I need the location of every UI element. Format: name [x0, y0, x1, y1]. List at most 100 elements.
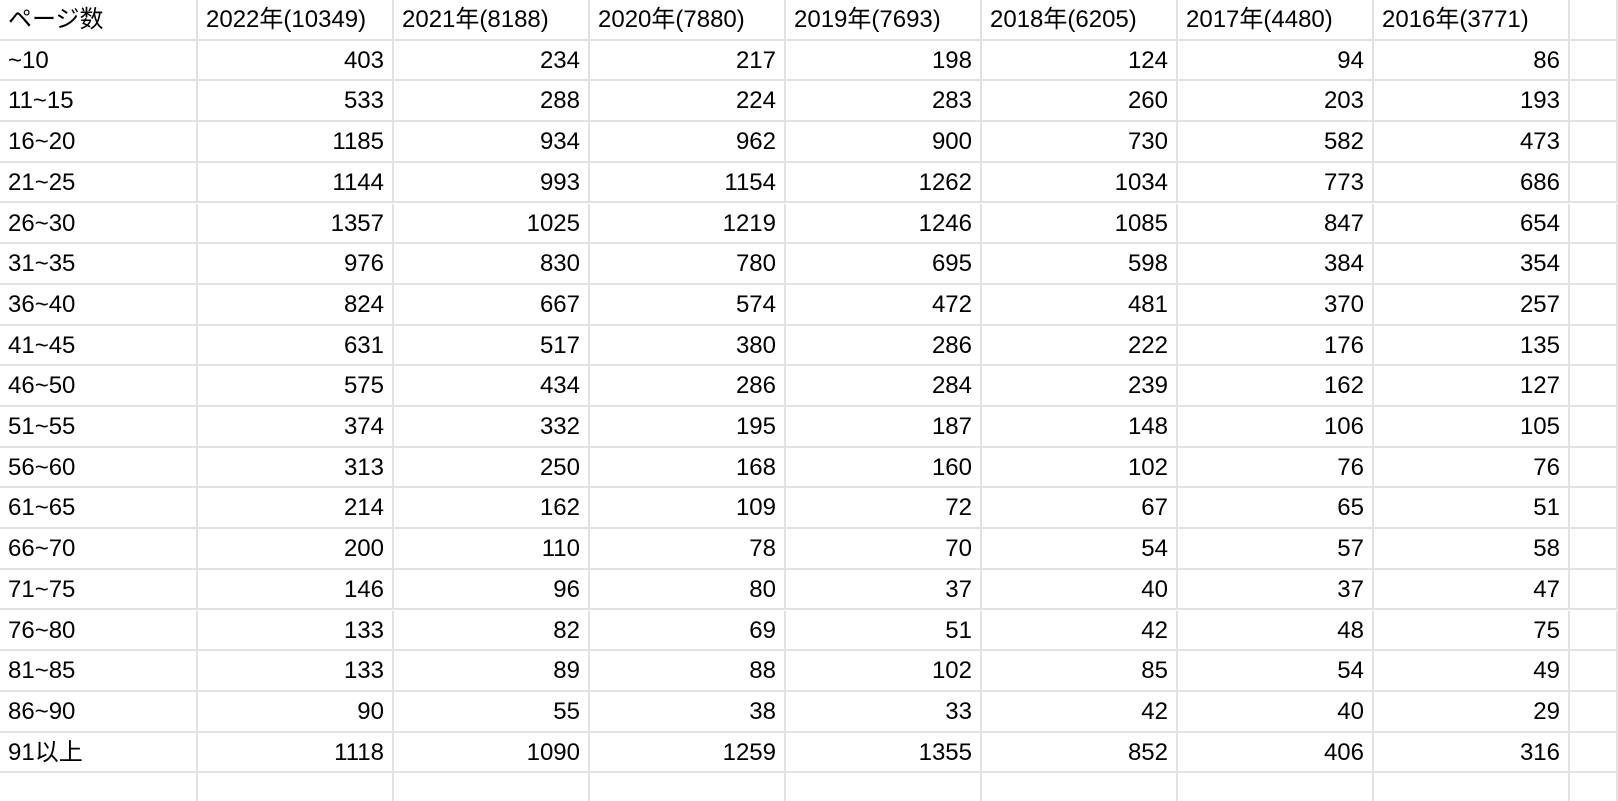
empty-cell[interactable] — [1374, 773, 1570, 801]
value-cell[interactable]: 65 — [1178, 488, 1374, 530]
value-cell[interactable]: 168 — [590, 447, 786, 489]
value-cell[interactable]: 51 — [1374, 488, 1570, 530]
header-cell[interactable]: ページ数 — [0, 0, 198, 41]
empty-cell[interactable] — [1570, 651, 1618, 692]
value-cell[interactable]: 72 — [786, 488, 982, 530]
row-label[interactable]: 71~75 — [0, 569, 198, 611]
value-cell[interactable]: 1154 — [590, 162, 786, 204]
row-label[interactable]: ~10 — [0, 40, 198, 82]
value-cell[interactable]: 257 — [1374, 284, 1570, 326]
value-cell[interactable]: 686 — [1374, 162, 1570, 204]
row-label[interactable]: 46~50 — [0, 366, 198, 407]
empty-cell[interactable] — [394, 773, 590, 801]
value-cell[interactable]: 575 — [198, 366, 394, 407]
value-cell[interactable]: 82 — [394, 610, 590, 652]
value-cell[interactable]: 133 — [198, 610, 394, 652]
value-cell[interactable]: 374 — [198, 407, 394, 448]
value-cell[interactable]: 214 — [198, 488, 394, 530]
value-cell[interactable]: 286 — [786, 325, 982, 367]
empty-cell[interactable] — [786, 773, 982, 801]
empty-cell[interactable] — [1570, 366, 1618, 407]
value-cell[interactable]: 667 — [394, 284, 590, 326]
value-cell[interactable]: 934 — [394, 122, 590, 163]
row-label[interactable]: 41~45 — [0, 325, 198, 367]
value-cell[interactable]: 90 — [198, 691, 394, 733]
value-cell[interactable]: 288 — [394, 81, 590, 123]
empty-cell[interactable] — [1570, 732, 1618, 774]
value-cell[interactable]: 370 — [1178, 284, 1374, 326]
value-cell[interactable]: 67 — [982, 488, 1178, 530]
value-cell[interactable]: 654 — [1374, 203, 1570, 245]
value-cell[interactable]: 40 — [982, 569, 1178, 611]
value-cell[interactable]: 284 — [786, 366, 982, 407]
value-cell[interactable]: 42 — [982, 691, 1178, 733]
empty-cell[interactable] — [0, 773, 198, 801]
value-cell[interactable]: 481 — [982, 284, 1178, 326]
value-cell[interactable]: 1185 — [198, 122, 394, 163]
empty-cell[interactable] — [1570, 610, 1618, 652]
value-cell[interactable]: 49 — [1374, 651, 1570, 692]
value-cell[interactable]: 598 — [982, 244, 1178, 285]
value-cell[interactable]: 1118 — [198, 732, 394, 774]
value-cell[interactable]: 1144 — [198, 162, 394, 204]
value-cell[interactable]: 86 — [1374, 40, 1570, 82]
value-cell[interactable]: 187 — [786, 407, 982, 448]
value-cell[interactable]: 133 — [198, 651, 394, 692]
header-cell[interactable]: 2022年(10349) — [198, 0, 394, 41]
value-cell[interactable]: 48 — [1178, 610, 1374, 652]
value-cell[interactable]: 852 — [982, 732, 1178, 774]
value-cell[interactable]: 1025 — [394, 203, 590, 245]
empty-cell[interactable] — [982, 773, 1178, 801]
empty-cell[interactable] — [1570, 691, 1618, 733]
value-cell[interactable]: 434 — [394, 366, 590, 407]
value-cell[interactable]: 51 — [786, 610, 982, 652]
empty-cell[interactable] — [1570, 325, 1618, 367]
value-cell[interactable]: 313 — [198, 447, 394, 489]
value-cell[interactable]: 76 — [1178, 447, 1374, 489]
value-cell[interactable]: 217 — [590, 40, 786, 82]
value-cell[interactable]: 193 — [1374, 81, 1570, 123]
row-label[interactable]: 86~90 — [0, 691, 198, 733]
value-cell[interactable]: 695 — [786, 244, 982, 285]
value-cell[interactable]: 80 — [590, 569, 786, 611]
empty-cell[interactable] — [1570, 162, 1618, 204]
row-label[interactable]: 51~55 — [0, 407, 198, 448]
row-label[interactable]: 76~80 — [0, 610, 198, 652]
value-cell[interactable]: 332 — [394, 407, 590, 448]
value-cell[interactable]: 993 — [394, 162, 590, 204]
empty-cell[interactable] — [198, 773, 394, 801]
empty-cell[interactable] — [1570, 244, 1618, 285]
value-cell[interactable]: 29 — [1374, 691, 1570, 733]
row-label[interactable]: 36~40 — [0, 284, 198, 326]
value-cell[interactable]: 234 — [394, 40, 590, 82]
value-cell[interactable]: 57 — [1178, 529, 1374, 570]
empty-cell[interactable] — [1570, 40, 1618, 82]
row-label[interactable]: 81~85 — [0, 651, 198, 692]
value-cell[interactable]: 176 — [1178, 325, 1374, 367]
empty-cell[interactable] — [1570, 407, 1618, 448]
empty-cell[interactable] — [1570, 447, 1618, 489]
value-cell[interactable]: 106 — [1178, 407, 1374, 448]
value-cell[interactable]: 75 — [1374, 610, 1570, 652]
value-cell[interactable]: 195 — [590, 407, 786, 448]
value-cell[interactable]: 472 — [786, 284, 982, 326]
value-cell[interactable]: 58 — [1374, 529, 1570, 570]
value-cell[interactable]: 37 — [1178, 569, 1374, 611]
value-cell[interactable]: 78 — [590, 529, 786, 570]
value-cell[interactable]: 160 — [786, 447, 982, 489]
value-cell[interactable]: 70 — [786, 529, 982, 570]
value-cell[interactable]: 574 — [590, 284, 786, 326]
row-label[interactable]: 26~30 — [0, 203, 198, 245]
value-cell[interactable]: 146 — [198, 569, 394, 611]
empty-cell[interactable] — [1570, 488, 1618, 530]
value-cell[interactable]: 148 — [982, 407, 1178, 448]
value-cell[interactable]: 517 — [394, 325, 590, 367]
header-cell[interactable]: 2021年(8188) — [394, 0, 590, 41]
value-cell[interactable]: 162 — [394, 488, 590, 530]
value-cell[interactable]: 110 — [394, 529, 590, 570]
value-cell[interactable]: 1259 — [590, 732, 786, 774]
header-cell[interactable]: 2019年(7693) — [786, 0, 982, 41]
row-label[interactable]: 31~35 — [0, 244, 198, 285]
value-cell[interactable]: 89 — [394, 651, 590, 692]
value-cell[interactable]: 250 — [394, 447, 590, 489]
